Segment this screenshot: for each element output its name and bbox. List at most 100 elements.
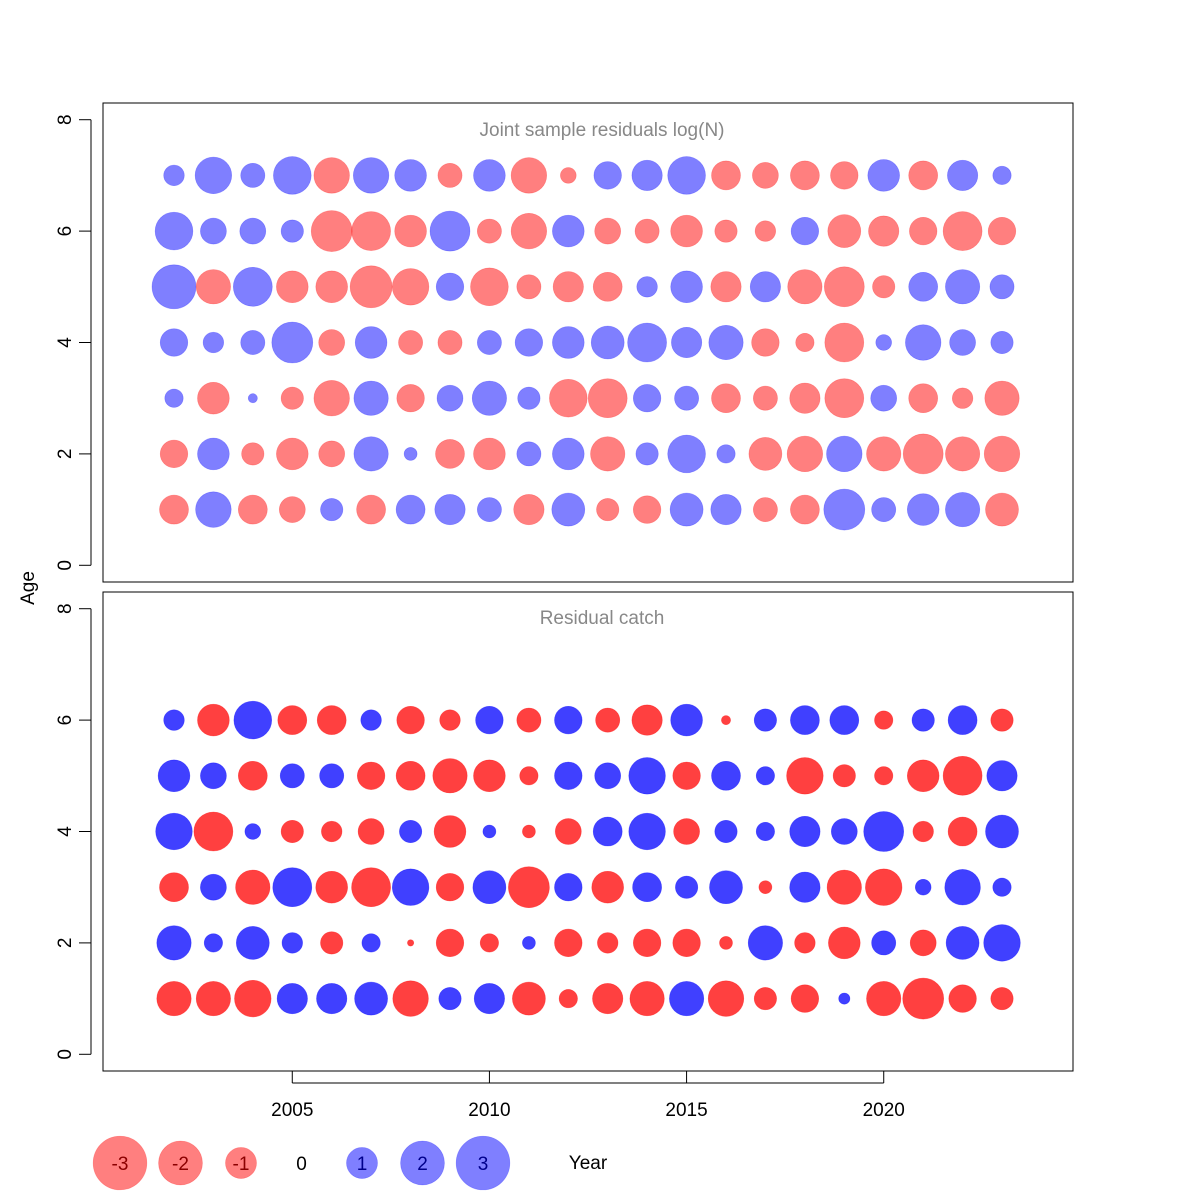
bubble-age4-2014 [628,812,666,851]
bubble-age6-2011 [516,707,542,733]
bubble-age4-2020 [875,334,892,351]
bubble-age1-2011 [513,494,545,526]
bubble-age3-2010 [471,380,507,416]
bubble-age5-2016 [711,760,741,791]
bubble-age6-2019 [827,214,862,248]
panel-catch-bubbles [155,700,1021,1020]
bubble-age7-2015 [667,156,706,195]
bubble-age4-2012 [554,818,582,845]
bubble-age3-2014 [632,384,662,413]
bubble-age3-2002 [159,872,189,903]
bubble-age4-2008 [399,819,423,843]
bubble-age4-2008 [398,330,424,355]
bubble-age2-2019 [828,926,861,960]
bubble-age3-2012 [549,379,588,418]
bubble-age4-2022 [949,329,976,356]
bubble-age6-2017 [753,708,777,732]
bubble-age6-2010 [475,705,504,735]
bubble-age4-2010 [476,330,502,355]
panel-catch-y-axis: 0 2 4 6 8 [55,603,92,1060]
bubble-age3-2011 [517,386,541,410]
bubble-age4-2013 [592,816,623,847]
bubble-age5-2019 [832,764,856,788]
bubble-age2-2023 [983,435,1021,473]
bubble-age5-2021 [906,759,940,792]
bubble-age5-2018 [787,269,823,305]
bubble-age5-2012 [552,271,584,303]
bubble-age4-2021 [912,820,934,843]
bubble-age5-2015 [670,270,703,303]
bubble-age1-2022 [945,492,981,528]
bubble-age5-2002 [151,264,197,310]
bubble-age1-2008 [392,980,429,1017]
bubble-age2-2022 [945,436,981,472]
bubble-age3-2020 [865,868,903,906]
bubble-age2-2014 [635,442,659,466]
bubble-age6-2023 [990,708,1014,732]
bubble-age2-2007 [353,436,389,472]
bubble-age5-2019 [823,266,865,308]
bubble-age2-2005 [281,932,303,954]
bubble-age1-2014 [632,495,662,524]
bubble-age7-2012 [560,167,577,184]
x-axis-label: Year [569,1153,608,1174]
bubble-age6-2003 [197,703,230,737]
bubble-age3-2013 [591,870,624,904]
bubble-age4-2020 [863,811,905,852]
panel-residuals: Joint sample residuals log(N) 0 2 4 6 8 [55,102,1074,583]
y-tick-label: 0 [55,560,76,571]
bubble-age3-2014 [632,872,662,903]
bubble-age1-2019 [823,488,866,531]
bubble-age3-2017 [758,880,773,895]
bubble-age2-2012 [554,928,583,958]
bubble-age3-2016 [709,870,743,905]
bubble-age1-2007 [356,494,386,525]
bubble-age1-2013 [592,983,624,1015]
bubble-age1-2012 [551,492,586,527]
bubble-age6-2014 [631,704,663,736]
bubble-age6-2018 [790,705,820,735]
bubble-age4-2002 [155,812,193,851]
legend-label: -3 [112,1154,129,1175]
legend-label: -2 [172,1154,189,1175]
bubble-age7-2021 [908,160,939,191]
bubble-age3-2021 [914,878,932,896]
bubble-age3-2002 [164,388,184,408]
bubble-age6-2019 [829,705,860,735]
bubble-age4-2017 [751,328,780,357]
bubble-age2-2016 [716,444,736,464]
bubble-age3-2022 [951,387,974,409]
bubble-age2-2020 [866,436,902,472]
bubble-age1-2014 [629,981,665,1017]
bubble-age2-2018 [786,435,824,473]
bubble-age1-2023 [990,987,1014,1011]
bubble-age5-2016 [710,271,742,303]
bubble-age6-2004 [233,700,273,740]
panel-residuals-bubbles [151,156,1021,531]
bubble-age3-2021 [908,383,939,414]
bubble-age3-2009 [436,384,464,412]
bubble-age2-2014 [632,928,662,958]
legend-label: 3 [478,1154,489,1175]
bubble-age5-2017 [749,271,781,303]
bubble-age6-2006 [310,210,353,252]
bubble-age6-2022 [942,211,983,251]
bubble-age1-2010 [473,983,505,1015]
bubble-age4-2016 [714,819,738,843]
bubble-age7-2003 [194,156,232,194]
bubble-age4-2015 [673,818,700,845]
bubble-age3-2005 [280,386,304,410]
bubble-age4-2014 [627,322,667,363]
bubble-age1-2006 [316,983,348,1015]
bubble-age1-2022 [948,984,977,1013]
bubble-age3-2023 [992,877,1012,897]
y-tick-label: 6 [55,715,76,726]
bubble-age5-2014 [628,757,666,795]
bubble-age5-2011 [519,766,539,786]
bubble-age3-2018 [789,382,821,414]
bubble-age3-2010 [472,870,507,905]
bubble-age2-2017 [748,437,783,471]
legend-label: -1 [233,1154,250,1175]
bubble-age4-2005 [271,321,314,364]
bubble-age2-2020 [871,930,897,956]
